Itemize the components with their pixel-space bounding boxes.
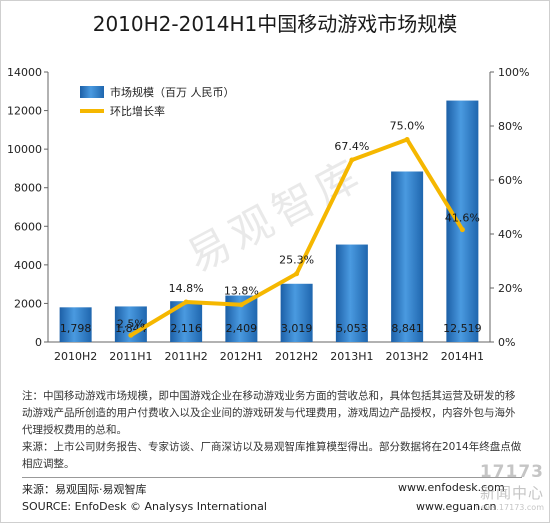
chart-notes: 注：中国移动游戏市场规模，即中国游戏企业在移动游戏业务方面的营收总和，具体包括其… bbox=[22, 388, 522, 473]
x-tick-label: 2014H1 bbox=[441, 350, 484, 363]
bar bbox=[280, 283, 313, 342]
corner-watermark: 17173 新闻中心 news.17173.com bbox=[452, 462, 544, 516]
footer-divider bbox=[22, 477, 522, 478]
bar-value-label: 3,019 bbox=[281, 322, 313, 335]
y-right-tick-label: 20% bbox=[498, 282, 522, 295]
y-left-tick-label: 10000 bbox=[7, 143, 42, 156]
site-enfodesk: www.enfodesk.com bbox=[398, 481, 505, 494]
growth-label: 67.4% bbox=[334, 140, 369, 153]
y-right-tick-label: 40% bbox=[498, 228, 522, 241]
bar bbox=[59, 307, 92, 342]
bar bbox=[335, 244, 368, 342]
growth-label: 75.0% bbox=[390, 120, 425, 133]
y-left-tick-label: 2000 bbox=[14, 297, 42, 310]
y-left-tick-label: 0 bbox=[35, 336, 42, 349]
x-tick-label: 2013H2 bbox=[385, 350, 428, 363]
bar-value-label: 2,409 bbox=[226, 322, 258, 335]
y-right-tick-label: 0% bbox=[498, 336, 515, 349]
growth-point bbox=[294, 271, 300, 277]
bar-value-label: 1,798 bbox=[60, 322, 92, 335]
note-source: 来源：上市公司财务报告、专家访谈、厂商深访以及易观智库推算模型得出。部分数据将在… bbox=[22, 441, 522, 470]
growth-point bbox=[238, 302, 244, 308]
y-right-tick-label: 60% bbox=[498, 174, 522, 187]
bar-value-label: 8,841 bbox=[391, 322, 423, 335]
growth-point bbox=[183, 299, 189, 305]
growth-point bbox=[349, 157, 355, 163]
bar-value-label: 12,519 bbox=[443, 322, 482, 335]
y-left-tick-label: 8000 bbox=[14, 182, 42, 195]
x-tick-label: 2013H1 bbox=[330, 350, 373, 363]
bar bbox=[446, 100, 479, 343]
note-definition: 注：中国移动游戏市场规模，即中国游戏企业在移动游戏业务方面的营收总和，具体包括其… bbox=[22, 390, 516, 436]
y-right-tick-label: 100% bbox=[498, 66, 529, 79]
legend-line-label: 环比增长率 bbox=[110, 104, 165, 118]
growth-label: 25.3% bbox=[279, 254, 314, 267]
corner-watermark-line2: 新闻中心 bbox=[479, 484, 544, 502]
source-cn: 来源：易观国际·易观智库 bbox=[22, 483, 147, 496]
x-tick-label: 2012H2 bbox=[275, 350, 318, 363]
legend-bar-label: 市场规模（百万 人民币） bbox=[110, 85, 235, 99]
growth-point bbox=[459, 227, 465, 233]
y-left-tick-label: 14000 bbox=[7, 66, 42, 79]
bar-value-label: 2,116 bbox=[170, 322, 202, 335]
page-title: 2010H2-2014H1中国移动游戏市场规模 bbox=[92, 12, 458, 36]
x-tick-label: 2012H1 bbox=[220, 350, 263, 363]
growth-label: 2.5% bbox=[117, 317, 145, 330]
x-tick-label: 2011H1 bbox=[109, 350, 152, 363]
bar bbox=[391, 171, 424, 342]
growth-point bbox=[128, 332, 134, 338]
source-en: SOURCE: EnfoDesk © Analysys Internationa… bbox=[22, 500, 267, 513]
y-right-tick-label: 80% bbox=[498, 120, 522, 133]
y-left-tick-label: 6000 bbox=[14, 220, 42, 233]
y-left-tick-label: 4000 bbox=[14, 259, 42, 272]
growth-point bbox=[404, 137, 410, 142]
x-tick-label: 2010H2 bbox=[54, 350, 97, 363]
growth-label: 14.8% bbox=[169, 282, 204, 295]
x-tick-label: 2011H2 bbox=[164, 350, 207, 363]
growth-label: 41.6% bbox=[445, 212, 480, 225]
site-eguan: www.eguan.cn bbox=[416, 500, 497, 513]
corner-watermark-line1: 17173 bbox=[479, 462, 544, 482]
y-left-tick-label: 12000 bbox=[7, 105, 42, 118]
corner-watermark-line3: news.17173.com bbox=[475, 503, 544, 512]
growth-label: 13.8% bbox=[224, 285, 259, 298]
legend-bar-swatch bbox=[80, 86, 104, 98]
bar-value-label: 5,053 bbox=[336, 322, 368, 335]
